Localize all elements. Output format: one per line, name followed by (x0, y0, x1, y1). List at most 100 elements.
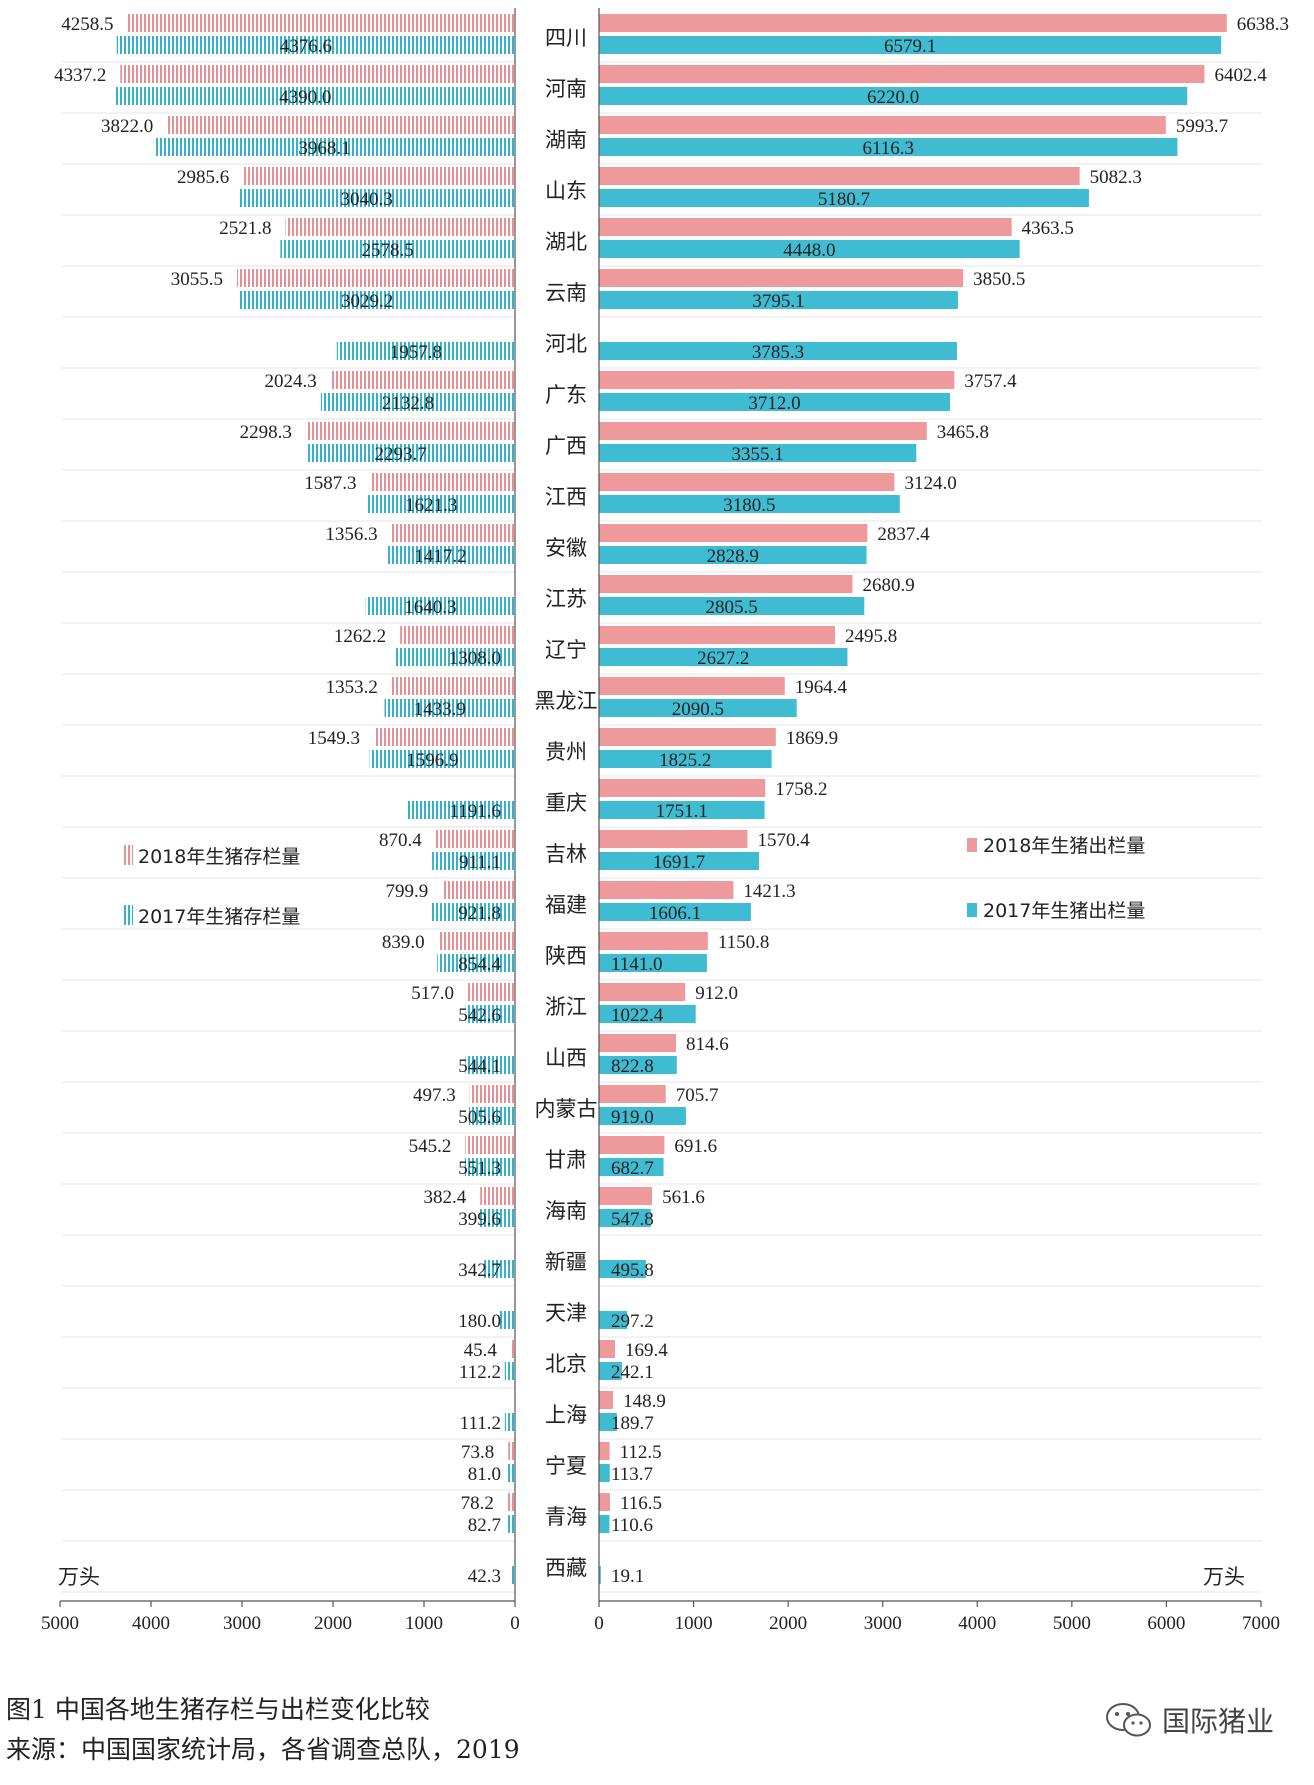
bar-2018-inventory (442, 881, 515, 899)
label-2018-inventory: 3055.5 (171, 269, 223, 290)
label-2018-output: 2837.4 (877, 524, 930, 545)
category-label: 北京 (545, 1352, 587, 1376)
right-tick-label: 2000 (769, 1613, 807, 1634)
bar-2018-output (599, 830, 748, 848)
label-2018-output: 814.6 (686, 1034, 729, 1055)
left-tick-label: 3000 (223, 1613, 261, 1634)
bar-2018-output (599, 422, 927, 440)
label-2018-output: 1150.8 (718, 932, 770, 953)
bar-2017-output (599, 1158, 664, 1176)
bar-2017-inventory (238, 189, 515, 207)
label-2018-inventory: 4337.2 (54, 65, 106, 86)
label-2018-output: 1570.4 (758, 830, 811, 851)
label-2017-inventory: 551.3 (458, 1158, 501, 1179)
label-2017-inventory: 2578.5 (362, 240, 414, 261)
bar-2017-output (599, 189, 1089, 207)
label-2018-inventory: 1587.3 (304, 473, 356, 494)
bar-2017-output (599, 1515, 610, 1533)
category-label: 浙江 (545, 995, 587, 1019)
label-2017-output: 495.8 (611, 1260, 654, 1281)
label-2018-output: 3757.4 (964, 371, 1017, 392)
bar-2017-inventory (464, 1158, 515, 1176)
bar-2017-inventory (153, 138, 515, 156)
bar-2017-inventory (465, 1005, 515, 1023)
label-2017-inventory: 1433.9 (414, 699, 466, 720)
label-2017-output: 6116.3 (862, 138, 914, 159)
bar-2018-inventory (236, 269, 515, 287)
label-2018-output: 1421.3 (743, 881, 795, 902)
figure-caption: 图1 中国各地生猪存栏与出栏变化比较 (6, 1695, 430, 1724)
legend-swatch-2018-output (967, 838, 977, 852)
label-2017-inventory: 542.6 (458, 1005, 501, 1026)
label-2018-output: 6638.3 (1237, 14, 1289, 35)
right-axis-unit: 万头 (1203, 1565, 1245, 1589)
label-2017-output: 6579.1 (884, 36, 936, 57)
category-label: 重庆 (545, 791, 587, 815)
label-2017-output: 297.2 (611, 1311, 654, 1332)
label-2018-inventory: 799.9 (385, 881, 428, 902)
left-tick-label: 2000 (314, 1613, 352, 1634)
label-2017-inventory: 3968.1 (298, 138, 350, 159)
label-2017-inventory: 921.8 (458, 903, 501, 924)
right-tick-label: 3000 (864, 1613, 902, 1634)
bar-2018-output (599, 65, 1205, 83)
legend-right: 2018年生猪出栏量 2017年生猪出栏量 (967, 835, 1145, 922)
category-label: 山东 (545, 179, 587, 203)
bar-2018-inventory (305, 422, 515, 440)
label-2017-output: 242.1 (611, 1362, 654, 1383)
category-label: 贵州 (545, 740, 587, 764)
bar-2018-output (599, 473, 895, 491)
bar-2018-output (599, 983, 686, 1001)
legend-left: 2018年生猪存栏量 2017年生猪存栏量 (123, 845, 300, 928)
bar-2017-output (599, 1566, 601, 1584)
label-2017-inventory: 4376.6 (280, 36, 332, 57)
bar-2018-inventory (243, 167, 515, 185)
bar-2017-output (599, 1413, 617, 1431)
axes: 5000 4000 3000 2000 1000 0 0 1000 2000 3000 4000 50… (41, 8, 1280, 1634)
right-tick-label: 7000 (1242, 1613, 1280, 1634)
label-2017-inventory: 399.6 (458, 1209, 501, 1230)
bar-2017-inventory (507, 1464, 515, 1482)
value-labels: 四川 4258.5 6638.3 4376.6 6579.1 河南 4337.2 6402.4… (54, 14, 1289, 1587)
label-2018-inventory: 45.4 (464, 1340, 498, 1361)
bar-2017-output (599, 546, 867, 564)
right-tick-label: 5000 (1053, 1613, 1091, 1634)
category-label: 福建 (545, 893, 587, 917)
legend-swatch-2017-output (967, 903, 977, 917)
label-2017-inventory: 180.0 (458, 1311, 501, 1332)
label-2017-inventory: 2293.7 (375, 444, 427, 465)
bar-2017-output (599, 1464, 610, 1482)
bar-2018-inventory (480, 1187, 515, 1205)
category-label: 吉林 (545, 842, 587, 866)
label-2017-output: 110.6 (611, 1515, 653, 1536)
label-2017-inventory: 81.0 (468, 1464, 501, 1485)
bar-2017-output (599, 240, 1020, 258)
label-2017-inventory: 111.2 (460, 1413, 501, 1434)
bar-2017-inventory (478, 1209, 515, 1227)
label-2017-output: 3712.0 (748, 393, 800, 414)
label-2018-output: 5993.7 (1176, 116, 1228, 137)
bar-2017-inventory (395, 648, 515, 666)
label-2018-output: 705.7 (676, 1085, 719, 1106)
label-2017-output: 189.7 (611, 1413, 654, 1434)
pig-inventory-output-chart: 四川 4258.5 6638.3 4376.6 6579.1 河南 4337.2 6402.4… (41, 8, 1289, 1634)
label-2017-output: 822.8 (611, 1056, 654, 1077)
left-tick-label: 1000 (405, 1613, 443, 1634)
right-tick-label: 6000 (1147, 1613, 1185, 1634)
bar-2017-inventory (386, 546, 515, 564)
bar-2017-output (599, 444, 917, 462)
label-2018-output: 169.4 (625, 1340, 668, 1361)
bar-2018-inventory (120, 65, 516, 83)
wechat-icon (1105, 1703, 1151, 1737)
label-2018-output: 912.0 (695, 983, 738, 1004)
label-2017-output: 3795.1 (752, 291, 804, 312)
label-2017-inventory: 1308.0 (449, 648, 501, 669)
bar-2017-output (599, 1260, 646, 1278)
label-2017-inventory: 505.6 (458, 1107, 501, 1128)
label-2018-inventory: 1353.2 (326, 677, 378, 698)
label-2018-output: 148.9 (623, 1391, 666, 1412)
label-2018-inventory: 3822.0 (101, 116, 153, 137)
right-tick-label: 1000 (675, 1613, 713, 1634)
bar-2018-output (599, 524, 868, 542)
label-2017-output: 682.7 (611, 1158, 654, 1179)
